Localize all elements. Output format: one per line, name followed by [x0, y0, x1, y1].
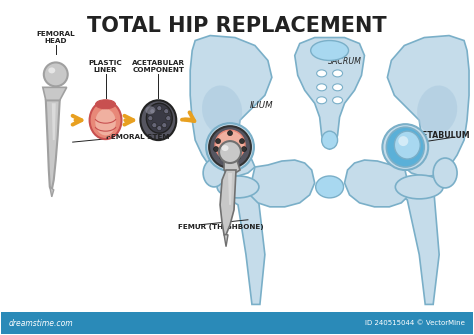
Circle shape [157, 126, 162, 131]
Ellipse shape [386, 127, 424, 167]
Polygon shape [46, 100, 60, 190]
Polygon shape [52, 103, 56, 140]
Ellipse shape [95, 108, 117, 136]
Polygon shape [345, 160, 411, 207]
Ellipse shape [221, 145, 228, 151]
Ellipse shape [217, 176, 259, 198]
Text: TOTAL HIP REPLACEMENT: TOTAL HIP REPLACEMENT [87, 16, 387, 36]
Ellipse shape [215, 130, 245, 160]
Polygon shape [228, 173, 232, 205]
Circle shape [241, 147, 246, 151]
Text: dreamstime.com: dreamstime.com [9, 319, 73, 328]
Ellipse shape [433, 158, 457, 188]
Ellipse shape [206, 123, 254, 171]
Text: FEMORAL
HEAD: FEMORAL HEAD [36, 30, 75, 44]
Ellipse shape [316, 176, 344, 198]
Ellipse shape [48, 67, 55, 73]
Polygon shape [222, 187, 265, 305]
Circle shape [236, 154, 240, 159]
Circle shape [164, 109, 169, 114]
Circle shape [148, 116, 153, 121]
Circle shape [152, 123, 157, 128]
Ellipse shape [140, 100, 176, 140]
Ellipse shape [219, 141, 241, 163]
Text: SACRUM: SACRUM [328, 57, 362, 66]
Ellipse shape [44, 62, 68, 86]
Ellipse shape [398, 136, 408, 146]
Ellipse shape [383, 124, 428, 170]
Ellipse shape [310, 41, 348, 60]
Ellipse shape [203, 159, 225, 187]
Circle shape [157, 106, 162, 111]
Text: ID 240515044 © VectorMine: ID 240515044 © VectorMine [365, 320, 465, 326]
Circle shape [150, 109, 155, 114]
Ellipse shape [333, 84, 343, 91]
Text: PLASTIC
LINER: PLASTIC LINER [89, 60, 122, 73]
Text: ACETABULUM: ACETABULUM [411, 131, 471, 140]
Text: ACETABULAR
COMPONENT: ACETABULAR COMPONENT [132, 60, 185, 73]
Ellipse shape [333, 97, 343, 104]
Ellipse shape [209, 126, 251, 168]
Ellipse shape [202, 85, 242, 135]
Text: FEMUR (THIGHBONE): FEMUR (THIGHBONE) [178, 224, 264, 230]
Circle shape [162, 123, 167, 128]
Polygon shape [397, 190, 439, 305]
Circle shape [228, 158, 233, 163]
Ellipse shape [146, 103, 172, 133]
Ellipse shape [317, 70, 327, 77]
Ellipse shape [394, 131, 420, 159]
Ellipse shape [317, 84, 327, 91]
Ellipse shape [395, 175, 443, 199]
Polygon shape [43, 87, 67, 100]
Ellipse shape [90, 101, 121, 139]
Polygon shape [224, 157, 240, 175]
Circle shape [219, 154, 225, 159]
Text: ILIUM: ILIUM [250, 101, 273, 110]
Polygon shape [190, 36, 272, 177]
Ellipse shape [317, 97, 327, 104]
Circle shape [216, 139, 220, 144]
Ellipse shape [190, 41, 469, 260]
Ellipse shape [333, 70, 343, 77]
Ellipse shape [146, 106, 155, 114]
Ellipse shape [417, 85, 457, 135]
Text: FEMORAL STEM: FEMORAL STEM [106, 134, 169, 140]
Ellipse shape [322, 131, 337, 149]
Polygon shape [387, 36, 469, 177]
Polygon shape [295, 38, 365, 149]
Circle shape [214, 147, 219, 151]
Circle shape [166, 116, 171, 121]
Ellipse shape [96, 100, 116, 109]
Polygon shape [50, 187, 54, 197]
Bar [1, 313, 473, 334]
Polygon shape [224, 235, 228, 247]
Circle shape [228, 131, 233, 136]
Circle shape [239, 139, 245, 144]
Polygon shape [220, 170, 236, 235]
Polygon shape [248, 160, 315, 207]
